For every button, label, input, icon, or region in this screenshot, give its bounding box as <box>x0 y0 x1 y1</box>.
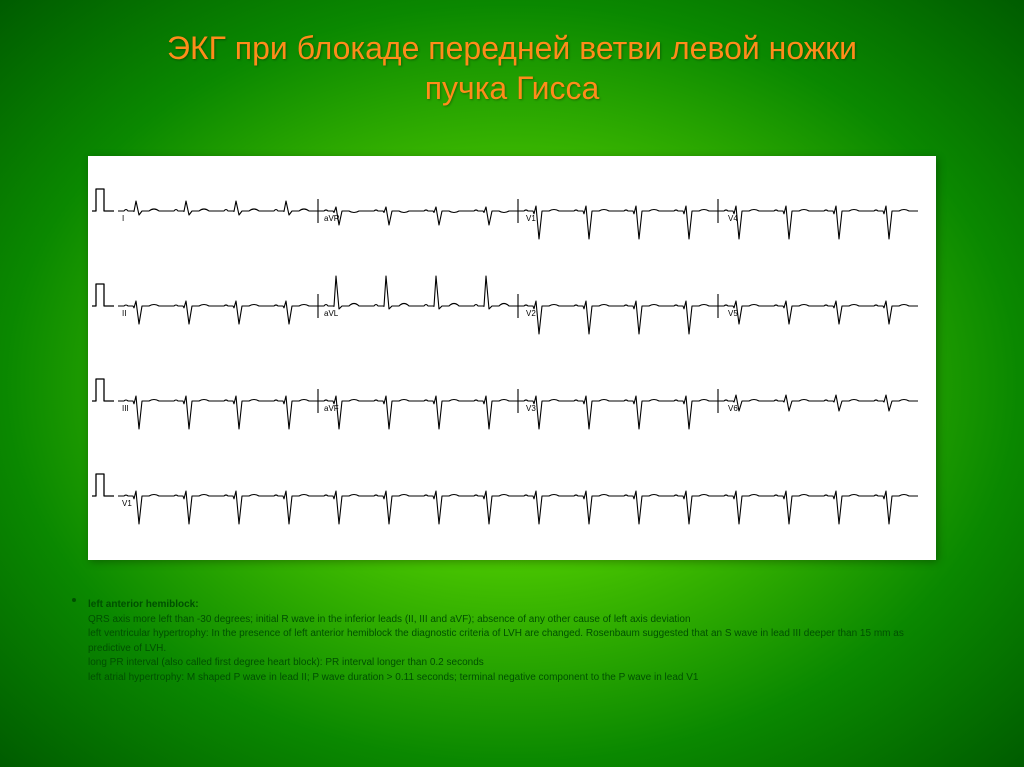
slide-title: ЭКГ при блокаде передней ветви левой нож… <box>0 28 1024 108</box>
ecg-image: IaVRV1V4IIaVLV2V5IIIaVFV3V6V1 <box>88 156 936 560</box>
ecg-svg: IaVRV1V4IIaVLV2V5IIIaVFV3V6V1 <box>88 156 936 560</box>
svg-text:III: III <box>122 404 129 413</box>
svg-text:V2: V2 <box>526 309 536 318</box>
bullet-icon <box>72 598 76 602</box>
desc-line-3: left atrial hypertrophy: M shaped P wave… <box>88 671 948 686</box>
desc-heading: left anterior hemiblock: <box>88 598 948 613</box>
svg-text:I: I <box>122 214 124 223</box>
svg-text:V1: V1 <box>526 214 536 223</box>
title-line1: ЭКГ при блокаде передней ветви левой нож… <box>167 30 857 66</box>
title-line2: пучка Гисса <box>425 70 600 106</box>
svg-text:V6: V6 <box>728 404 738 413</box>
svg-text:aVL: aVL <box>324 309 339 318</box>
svg-text:II: II <box>122 309 126 318</box>
description-block: left anterior hemiblock: QRS axis more l… <box>88 598 948 685</box>
desc-line-2: long PR interval (also called first degr… <box>88 656 948 671</box>
desc-line-0: QRS axis more left than -30 degrees; ini… <box>88 613 948 628</box>
svg-text:V1: V1 <box>122 499 132 508</box>
desc-line-1: left ventricular hypertrophy: In the pre… <box>88 627 948 656</box>
svg-text:V3: V3 <box>526 404 536 413</box>
